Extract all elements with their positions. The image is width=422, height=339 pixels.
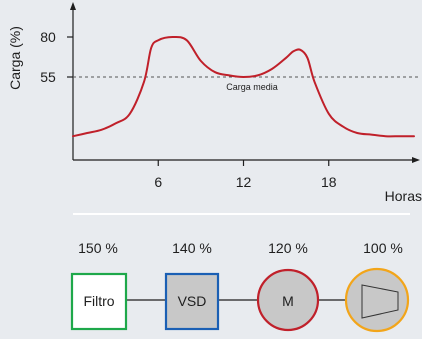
vsd-percent: 140 % [172,240,212,256]
x-axis-title: Horas [385,188,422,204]
y-axis-title: Carga (%) [7,26,23,90]
load-curve-line [72,35,415,138]
y-tick-label: 80 [40,29,56,45]
x-tick-label: 12 [236,174,252,190]
filter-label: Filtro [83,293,114,309]
vsd-label: VSD [178,293,207,309]
drive-chain: 150 % 140 % 120 % 100 % Filtro VSD M [70,240,410,333]
x-tick-label: 6 [154,174,162,190]
filter-percent: 150 % [78,240,118,256]
y-axis-arrow [70,2,76,10]
pump-percent: 100 % [363,240,403,256]
pump-circle [344,267,410,333]
motor-label: M [282,293,294,309]
x-axis-arrow [412,157,420,163]
x-tick-label: 18 [321,174,337,190]
vsd-box [164,272,220,331]
y-tick-label: 55 [40,69,56,85]
average-load-label: Carga media [226,82,278,92]
motor-percent: 120 % [268,240,308,256]
pump-icon [361,284,399,319]
motor-circle [256,268,320,332]
axis-ticks: 6 12 18 55 80 [40,29,337,190]
filter-box [70,272,128,331]
